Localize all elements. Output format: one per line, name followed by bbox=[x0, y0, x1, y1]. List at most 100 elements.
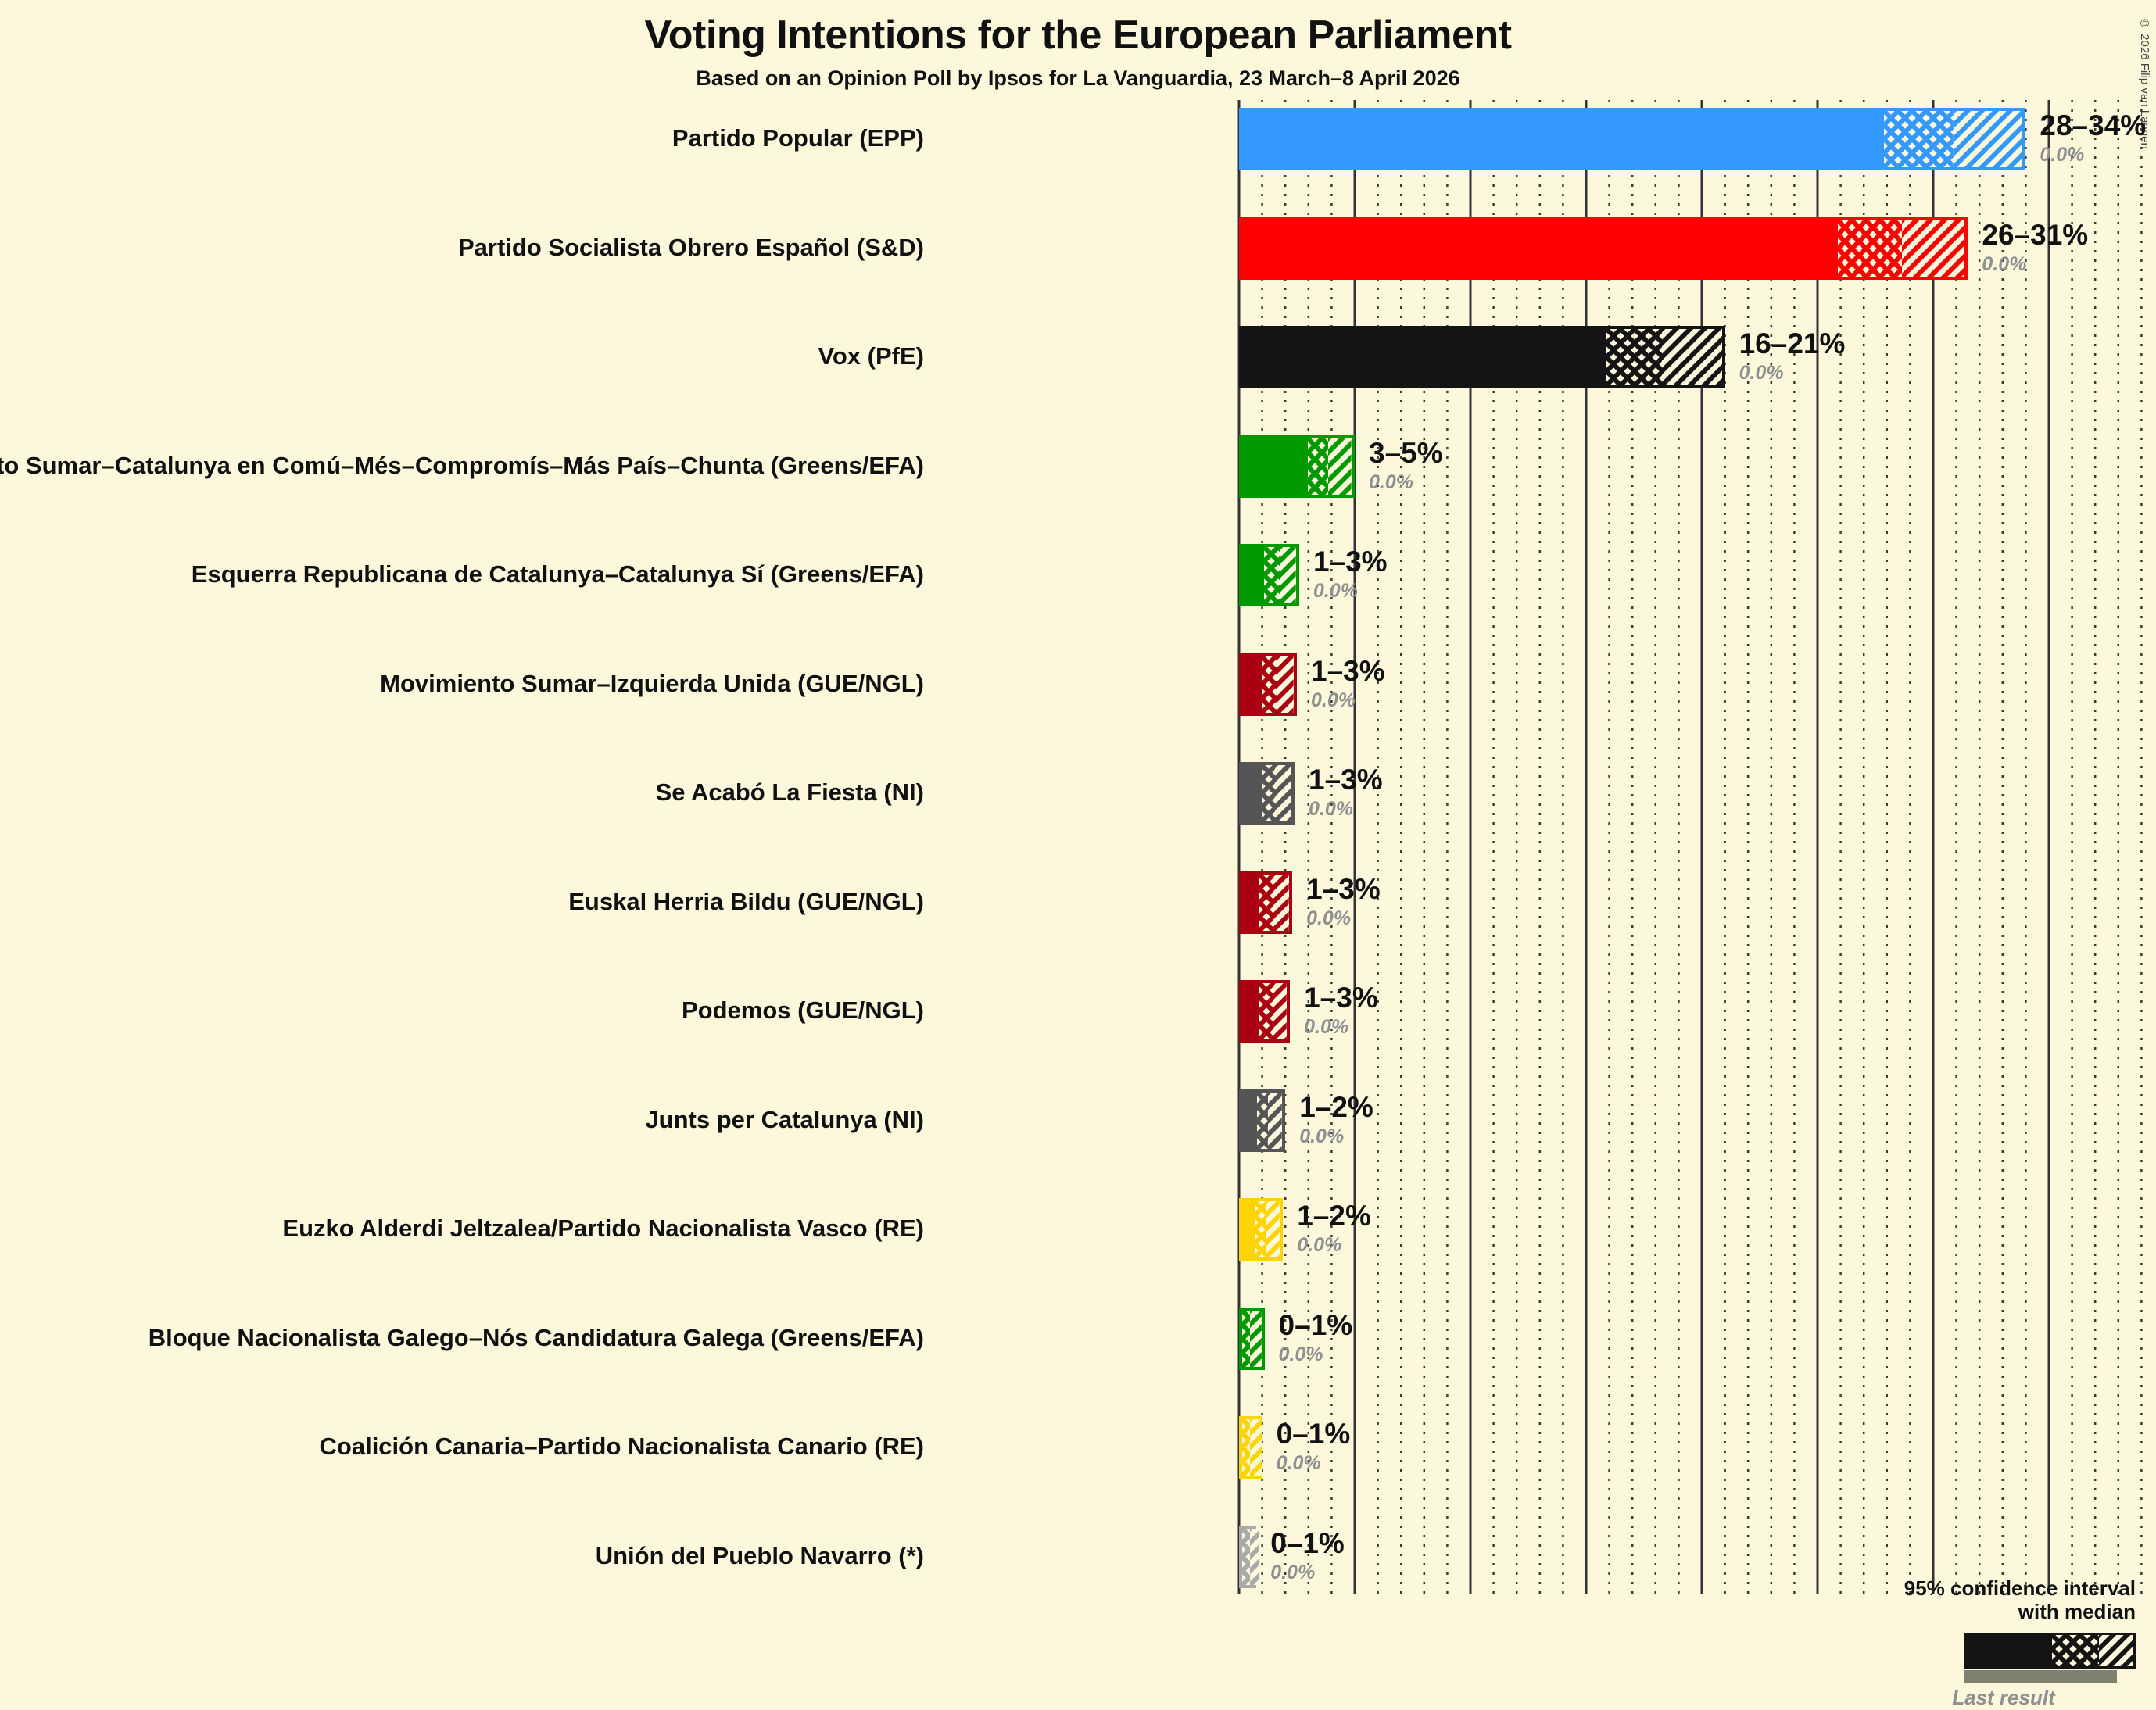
bar-segment-solid bbox=[1242, 220, 1838, 277]
bar-chart-plot: Partido Popular (EPP) 28–34% 0.0% Partido S… bbox=[0, 100, 2156, 1594]
bar-row: Coalición Canaria–Partido Nacionalista C… bbox=[0, 1416, 2156, 1479]
confidence-range-label: 1–2% bbox=[1297, 1200, 1371, 1232]
last-result-value: 0.0% bbox=[2040, 144, 2085, 166]
bar-row: Vox (PfE) 16–21% 0.0% bbox=[0, 326, 2156, 388]
legend-line-2: with median bbox=[2018, 1600, 2136, 1624]
confidence-range-label: 28–34% bbox=[2040, 109, 2147, 141]
confidence-interval-bar bbox=[1239, 1307, 1265, 1370]
last-result-value: 0.0% bbox=[1306, 907, 1352, 929]
bar-segment-crosshatch bbox=[1259, 983, 1273, 1039]
confidence-interval-bar bbox=[1239, 544, 1299, 606]
last-result-value: 0.0% bbox=[1276, 1452, 1321, 1474]
bar-segment-crosshatch bbox=[1263, 547, 1280, 603]
confidence-interval-bar bbox=[1239, 216, 1968, 280]
chart-header: Voting Intentions for the European Parli… bbox=[0, 0, 2156, 89]
party-label: Bloque Nacionalista Galego–Nós Candidatu… bbox=[148, 1323, 924, 1351]
last-result-value: 0.0% bbox=[1369, 470, 1413, 493]
bar-segment-solid bbox=[1242, 765, 1262, 821]
bar-row: Unión del Pueblo Navarro (*) 0–1% 0.0% bbox=[0, 1525, 2156, 1588]
bar-row: Movimiento Sumar–Catalunya en Comú–Més–C… bbox=[0, 435, 2156, 498]
legend-line-1: 95% confidence interval bbox=[1904, 1576, 2136, 1600]
bar-segment-diagonal bbox=[1273, 983, 1288, 1039]
confidence-range-label: 0–1% bbox=[1276, 1418, 1351, 1450]
confidence-range-label: 1–3% bbox=[1311, 654, 1385, 687]
confidence-interval-bar bbox=[1239, 762, 1295, 825]
bar-segment-diagonal bbox=[1250, 1310, 1262, 1367]
confidence-range-label: 3–5% bbox=[1369, 436, 1443, 469]
party-label: Euskal Herria Bildu (GUE/NGL) bbox=[568, 887, 924, 915]
value-label-group: 1–3% 0.0% bbox=[1306, 875, 1381, 928]
legend-segment-crosshatch bbox=[2052, 1634, 2099, 1666]
bar-row: Se Acabó La Fiesta (NI) 1–3% 0.0% bbox=[0, 762, 2156, 825]
legend-last-result-bar bbox=[1964, 1669, 2117, 1683]
legend-last-result-label: Last result bbox=[1952, 1685, 2055, 1709]
bar-segment-crosshatch bbox=[1261, 765, 1276, 821]
bar-segment-solid bbox=[1242, 1201, 1255, 1257]
bar-segment-crosshatch bbox=[1883, 111, 1954, 167]
value-label-group: 26–31% 0.0% bbox=[1982, 220, 2088, 274]
value-label-group: 0–1% 0.0% bbox=[1279, 1311, 1353, 1365]
confidence-interval-bar bbox=[1239, 1525, 1260, 1588]
confidence-range-label: 1–3% bbox=[1304, 982, 1378, 1014]
bar-segment-crosshatch bbox=[1261, 656, 1278, 713]
confidence-range-label: 1–3% bbox=[1306, 872, 1381, 905]
bar-segment-crosshatch bbox=[1606, 329, 1662, 385]
bar-segment-solid bbox=[1242, 983, 1259, 1039]
confidence-interval-bar bbox=[1239, 1198, 1284, 1261]
last-result-value: 0.0% bbox=[1278, 1343, 1323, 1365]
party-label: Partido Socialista Obrero Español (S&D) bbox=[457, 233, 924, 261]
party-label: Movimiento Sumar–Izquierda Unida (GUE/NG… bbox=[380, 669, 924, 697]
confidence-interval-bar bbox=[1239, 1416, 1262, 1479]
value-label-group: 0–1% 0.0% bbox=[1277, 1419, 1351, 1473]
bar-row: Partido Popular (EPP) 28–34% 0.0% bbox=[0, 108, 2156, 170]
value-label-group: 1–2% 0.0% bbox=[1299, 1093, 1373, 1147]
confidence-range-label: 26–31% bbox=[1982, 218, 2089, 251]
bar-segment-diagonal bbox=[1953, 111, 2023, 167]
bar-segment-diagonal bbox=[1268, 1092, 1283, 1149]
bar-segment-crosshatch bbox=[1242, 1310, 1251, 1367]
last-result-value: 0.0% bbox=[1311, 689, 1356, 711]
bar-segment-diagonal bbox=[1661, 329, 1722, 385]
party-label: Partido Popular (EPP) bbox=[672, 124, 924, 152]
last-result-value: 0.0% bbox=[1270, 1561, 1316, 1583]
last-result-value: 0.0% bbox=[1739, 362, 1784, 384]
bar-row: Podemos (GUE/NGL) 1–3% 0.0% bbox=[0, 980, 2156, 1043]
bar-segment-crosshatch bbox=[1242, 1528, 1251, 1585]
value-label-group: 1–3% 0.0% bbox=[1304, 983, 1378, 1037]
bar-segment-diagonal bbox=[1902, 220, 1965, 277]
last-result-value: 0.0% bbox=[1304, 1016, 1349, 1038]
bar-segment-solid bbox=[1242, 111, 1884, 167]
page-title: Voting Intentions for the European Parli… bbox=[644, 13, 1512, 58]
party-label: Euzko Alderdi Jeltzalea/Partido Nacional… bbox=[282, 1215, 924, 1242]
confidence-interval-bar bbox=[1239, 108, 2026, 170]
bar-segment-diagonal bbox=[1273, 874, 1290, 931]
bar-segment-crosshatch bbox=[1837, 220, 1903, 277]
legend-title: 95% confidence interval with median bbox=[1878, 1576, 2136, 1624]
confidence-interval-bar bbox=[1239, 653, 1297, 716]
bar-segment-diagonal bbox=[1266, 1201, 1280, 1257]
party-label: Unión del Pueblo Navarro (*) bbox=[595, 1541, 924, 1569]
value-label-group: 28–34% 0.0% bbox=[2040, 111, 2146, 165]
confidence-range-label: 1–3% bbox=[1309, 764, 1383, 796]
value-label-group: 0–1% 0.0% bbox=[1270, 1529, 1345, 1583]
confidence-range-label: 1–2% bbox=[1299, 1090, 1373, 1123]
confidence-range-label: 0–1% bbox=[1278, 1308, 1353, 1341]
value-label-group: 16–21% 0.0% bbox=[1739, 329, 1846, 383]
bar-segment-diagonal bbox=[1250, 1419, 1262, 1476]
legend-segment-diagonal bbox=[2099, 1634, 2133, 1666]
bar-segment-crosshatch bbox=[1242, 1419, 1251, 1476]
party-label: Junts per Catalunya (NI) bbox=[645, 1105, 924, 1133]
value-label-group: 1–3% 0.0% bbox=[1311, 656, 1385, 710]
bar-row: Euzko Alderdi Jeltzalea/Partido Nacional… bbox=[0, 1198, 2156, 1261]
bar-segment-solid bbox=[1242, 656, 1262, 713]
confidence-range-label: 1–3% bbox=[1313, 546, 1388, 578]
bar-row: Esquerra Republicana de Catalunya–Catalu… bbox=[0, 544, 2156, 606]
bar-row: Partido Socialista Obrero Español (S&D) 2… bbox=[0, 216, 2156, 280]
bar-segment-diagonal bbox=[1277, 656, 1294, 713]
confidence-range-label: 0–1% bbox=[1270, 1526, 1345, 1559]
bar-segment-diagonal bbox=[1250, 1528, 1260, 1585]
bar-segment-solid bbox=[1242, 547, 1264, 603]
bar-segment-diagonal bbox=[1328, 438, 1352, 495]
confidence-range-label: 16–21% bbox=[1739, 327, 1846, 360]
bar-segment-crosshatch bbox=[1254, 1201, 1266, 1257]
